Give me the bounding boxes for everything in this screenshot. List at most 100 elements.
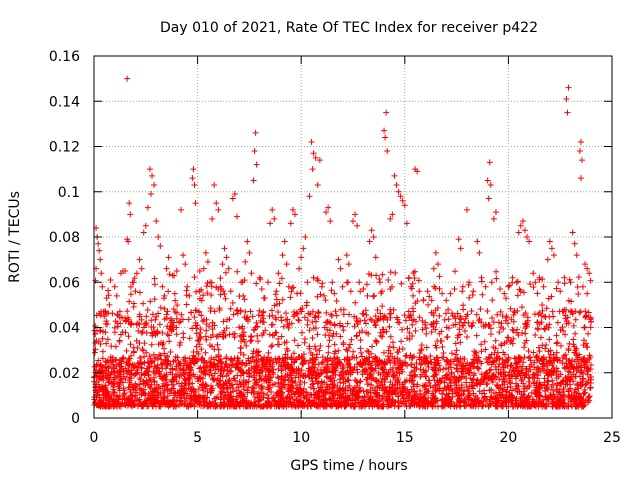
data-point	[376, 275, 383, 282]
data-point	[520, 391, 527, 398]
data-point	[221, 290, 228, 297]
data-point	[436, 273, 443, 280]
data-point	[318, 359, 325, 366]
data-point	[539, 365, 546, 372]
data-point	[376, 392, 383, 399]
data-point	[107, 276, 114, 283]
data-point	[277, 387, 284, 394]
data-point	[554, 339, 561, 346]
data-point	[541, 375, 548, 382]
data-point	[377, 371, 384, 378]
data-point	[165, 358, 172, 365]
data-point	[366, 403, 373, 410]
data-point	[445, 366, 452, 373]
data-point	[577, 175, 584, 182]
data-point	[404, 325, 411, 332]
data-point	[389, 339, 396, 346]
data-point	[242, 362, 249, 369]
data-point	[584, 343, 591, 350]
data-point	[371, 292, 378, 299]
data-point	[346, 311, 353, 318]
data-point	[315, 379, 322, 386]
data-point	[206, 358, 213, 365]
data-point	[244, 402, 251, 409]
data-point	[147, 385, 154, 392]
data-point	[449, 312, 456, 319]
data-point	[277, 379, 284, 386]
data-point	[258, 384, 265, 391]
data-point	[306, 345, 313, 352]
data-point	[456, 326, 463, 333]
y-tick-label: 0	[71, 411, 80, 427]
data-point	[114, 323, 121, 330]
x-tick-label: 0	[90, 430, 99, 446]
data-point	[562, 381, 569, 388]
data-point	[569, 309, 576, 315]
data-point	[135, 328, 142, 335]
data-point	[581, 324, 588, 331]
data-point	[266, 313, 273, 320]
data-point	[292, 379, 299, 386]
data-point	[405, 275, 412, 282]
data-point	[121, 390, 128, 397]
data-point	[155, 310, 162, 317]
data-point	[465, 281, 472, 288]
data-point	[523, 337, 530, 344]
data-point	[521, 344, 528, 351]
data-point	[141, 359, 148, 366]
data-point	[500, 375, 507, 382]
data-point	[247, 308, 254, 315]
data-point	[236, 324, 243, 331]
data-point	[260, 394, 267, 401]
data-point	[183, 292, 190, 299]
data-point	[329, 368, 336, 375]
data-point	[301, 379, 308, 386]
data-point	[323, 209, 330, 216]
data-point	[484, 177, 491, 184]
data-point	[443, 297, 450, 304]
data-point	[587, 384, 594, 391]
data-point	[462, 328, 469, 335]
data-point	[447, 395, 454, 402]
data-point	[531, 379, 538, 386]
data-point	[346, 395, 353, 402]
data-point	[360, 310, 367, 317]
data-point	[153, 313, 160, 320]
data-point	[218, 388, 225, 395]
data-point	[409, 305, 416, 312]
data-point	[285, 325, 292, 331]
data-point	[368, 399, 375, 406]
data-point	[587, 324, 594, 331]
data-point	[245, 318, 252, 325]
data-point	[422, 373, 429, 380]
data-point	[516, 286, 523, 293]
data-point	[339, 323, 346, 330]
data-point	[492, 390, 499, 397]
data-point	[538, 334, 545, 341]
data-point	[91, 349, 98, 356]
y-tick-label: 0.06	[49, 275, 80, 291]
data-point	[464, 311, 471, 318]
data-point	[116, 366, 123, 373]
data-point	[327, 218, 334, 225]
data-point	[564, 109, 571, 116]
data-point	[215, 333, 222, 340]
data-point	[175, 370, 182, 377]
data-point	[267, 374, 274, 381]
data-point	[478, 348, 485, 355]
data-point	[422, 321, 429, 328]
data-point	[587, 354, 594, 361]
data-point	[176, 402, 183, 409]
y-tick-label: 0.04	[49, 321, 80, 337]
data-point	[450, 322, 457, 329]
data-point	[578, 399, 585, 406]
data-point	[448, 350, 455, 357]
data-point	[432, 388, 439, 395]
data-point	[165, 401, 172, 408]
data-point	[464, 333, 471, 340]
data-point	[379, 333, 386, 340]
data-point	[146, 383, 153, 390]
data-point	[118, 375, 125, 382]
data-point	[141, 340, 148, 347]
data-point	[96, 247, 103, 254]
